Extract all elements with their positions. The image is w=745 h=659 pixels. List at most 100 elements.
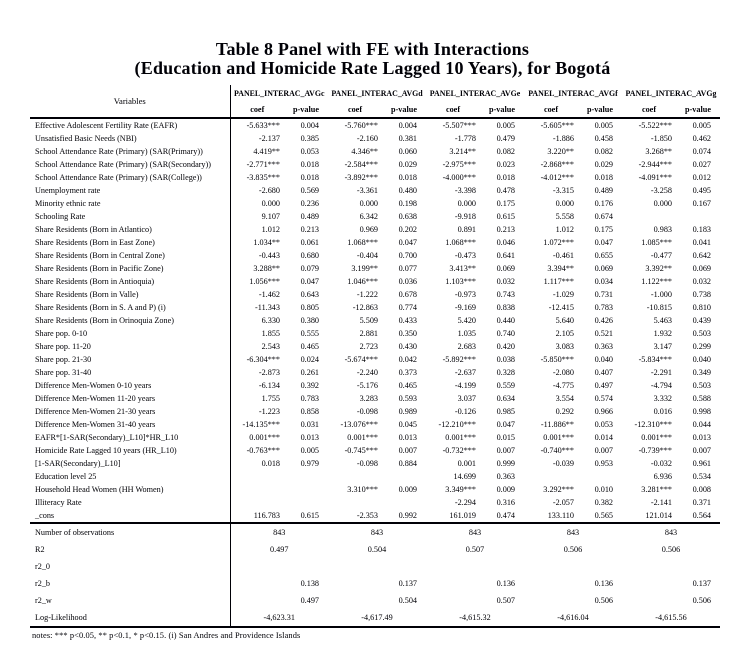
coef-cell: 2.683 xyxy=(457,342,476,351)
stat-empty-cell xyxy=(328,592,382,609)
coef-cell: 5.640 xyxy=(555,316,574,325)
pvalue-cell: 0.489 xyxy=(594,186,613,195)
stat-empty-cell xyxy=(229,575,284,592)
pvalue-cell: 0.961 xyxy=(692,459,711,468)
pvalue-cell: 0.074 xyxy=(692,147,711,156)
pvalue-cell: 0.024 xyxy=(300,355,319,364)
table-row: School Attendance Rate (Primary) (SAR(Pr… xyxy=(30,145,720,158)
pvalue-cell: 0.079 xyxy=(300,264,319,273)
stat-value: 0.137 xyxy=(692,579,711,588)
stat-label: R2 xyxy=(35,545,45,554)
table-row: Share pop. 21-30 -6.304*** 0.024 -5.674*** 0… xyxy=(30,353,720,366)
stat-value: -4,623.31 xyxy=(229,609,328,628)
pvalue-cell: 0.350 xyxy=(398,329,417,338)
pvalue-cell: 0.478 xyxy=(496,186,515,195)
table-row: [1-SAR(Secondary)_L10] 0.018 0.979 -0.098 0.… xyxy=(30,457,720,470)
pvalue-cell: 0.032 xyxy=(496,277,515,286)
coef-cell: 1.035 xyxy=(457,329,476,338)
pvalue-cell: 0.495 xyxy=(692,186,711,195)
pvalue-cell: 0.018 xyxy=(300,173,319,182)
pvalue-cell: 0.373 xyxy=(398,368,417,377)
pvalue-cell: 0.176 xyxy=(594,199,613,208)
variable-label: Share Residents (Born in Atlantico) xyxy=(35,225,152,234)
coef-cell: 2.881 xyxy=(359,329,378,338)
pvalue-cell: 0.953 xyxy=(594,459,613,468)
table-row: Share Residents (Born in Atlantico) 1.012… xyxy=(30,223,720,236)
pvalue-cell: 0.838 xyxy=(496,303,515,312)
coef-cell: 3.268** xyxy=(645,147,672,156)
pvalue-cell: 0.992 xyxy=(382,509,426,524)
coef-cell: 0.001*** xyxy=(641,433,672,442)
pvalue-cell xyxy=(382,496,426,509)
pvalue-cell: 0.497 xyxy=(594,381,613,390)
variable-label: Share Residents (Born in S. A and P) (i) xyxy=(35,303,166,312)
coef-cell: -12.310*** xyxy=(634,420,672,429)
pvalue-cell: 0.009 xyxy=(398,485,417,494)
coef-cell: -0.461 xyxy=(552,251,574,260)
stat-value xyxy=(578,558,622,575)
pvalue-cell: 0.018 xyxy=(594,173,613,182)
stat-empty-cell xyxy=(622,558,676,575)
coefficient-rows: Effective Adolescent Fertility Rate (EAF… xyxy=(30,118,720,524)
stat-value: -4,615.32 xyxy=(426,609,524,628)
stat-value xyxy=(480,558,524,575)
variable-label: _cons xyxy=(30,509,230,524)
panel-header-avgc: PANEL_INTERAC_AVGc xyxy=(229,85,328,102)
stat-value: 0.504 xyxy=(398,596,417,605)
coef-cell: 5.463 xyxy=(653,316,672,325)
variable-label: Difference Men-Women 11-20 years xyxy=(35,394,156,403)
pvalue-cell: 0.989 xyxy=(398,407,417,416)
coef-cell: -6.304*** xyxy=(229,353,284,366)
pvalue-cell: 0.426 xyxy=(594,316,613,325)
pvalue-cell: 0.053 xyxy=(594,420,613,429)
pvalue-cell: 0.638 xyxy=(398,212,417,221)
panel-header-avgg: PANEL_INTERAC_AVGg xyxy=(625,89,717,98)
coef-cell: 1.046*** xyxy=(347,277,378,286)
coef-cell: -4.091*** xyxy=(638,173,672,182)
pvalue-cell: 0.175 xyxy=(594,225,613,234)
coef-cell: -2.868*** xyxy=(540,160,574,169)
stat-value: 0.504 xyxy=(367,545,387,554)
table-row: Unemployment rate -2.680 0.569 -3.361 0.480 -… xyxy=(30,184,720,197)
variable-label: Illiteracy Rate xyxy=(35,498,82,507)
table-row: Share Residents (Born in Antioquia) 1.056… xyxy=(30,275,720,288)
coef-header: coef xyxy=(622,102,676,119)
stat-value: -4,617.49 xyxy=(328,609,426,628)
pvalue-cell: 0.060 xyxy=(398,147,417,156)
pvalue-cell: 0.005 xyxy=(496,121,515,130)
coef-cell: -2.975*** xyxy=(442,160,476,169)
coef-cell: -13.076*** xyxy=(340,420,378,429)
pvalue-cell: 0.038 xyxy=(496,355,515,364)
variables-column-header: Variables xyxy=(30,85,230,119)
stat-value: -4,616.04 xyxy=(524,609,622,628)
coef-cell: -3.361 xyxy=(356,186,378,195)
stat-value: 0.506 xyxy=(563,545,583,554)
table-row: School Attendance Rate (Primary) (SAR(Se… xyxy=(30,158,720,171)
pvalue-cell: 0.014 xyxy=(594,433,613,442)
pvalue-cell: 0.420 xyxy=(496,342,515,351)
stat-value: 0.506 xyxy=(661,545,681,554)
coef-cell: 5.420 xyxy=(457,316,476,325)
coef-cell: -1.222 xyxy=(356,290,378,299)
pvalue-cell: 0.261 xyxy=(300,368,319,377)
table-row: Minority ethnic rate 0.000 0.236 0.000 0.198… xyxy=(30,197,720,210)
pvalue-cell: 0.430 xyxy=(398,342,417,351)
pvalue-cell: 0.884 xyxy=(398,459,417,468)
pvalue-cell: 0.004 xyxy=(398,121,417,130)
stats-row: Log-Likelihood -4,623.31 -4,617.49 -4,615.3… xyxy=(30,609,720,628)
table-row: Difference Men-Women 0-10 years -6.134 0.3… xyxy=(30,379,720,392)
coef-cell: 1.117*** xyxy=(543,277,574,286)
pvalue-cell: 0.458 xyxy=(594,134,613,143)
pvalue-cell: 0.998 xyxy=(692,407,711,416)
pvalue-cell: 0.674 xyxy=(594,212,613,221)
stat-empty-cell xyxy=(426,592,480,609)
stats-row: r2_0 xyxy=(30,558,720,575)
coef-header: coef xyxy=(229,102,284,119)
coef-cell: 4.419** xyxy=(229,145,284,158)
table-row: Share pop. 31-40 -2.873 0.261 -2.240 0.373 -2… xyxy=(30,366,720,379)
pvalue-cell: 0.503 xyxy=(692,329,711,338)
table-row: Illiteracy Rate -2.294 0.316 -2.057 0.382 -2.… xyxy=(30,496,720,509)
coef-cell: 3.281*** xyxy=(641,485,672,494)
pvalue-cell: 0.069 xyxy=(496,264,515,273)
coef-cell: -0.745*** xyxy=(344,446,378,455)
